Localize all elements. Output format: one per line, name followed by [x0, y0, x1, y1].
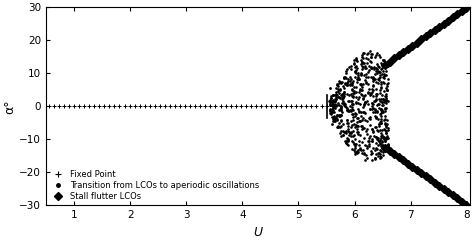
Legend: Fixed Point, Transition from LCOs to aperiodic oscillations, Stall flutter LCOs: Fixed Point, Transition from LCOs to ape… [48, 168, 261, 203]
X-axis label: U: U [253, 226, 263, 239]
Y-axis label: α°: α° [3, 99, 17, 113]
